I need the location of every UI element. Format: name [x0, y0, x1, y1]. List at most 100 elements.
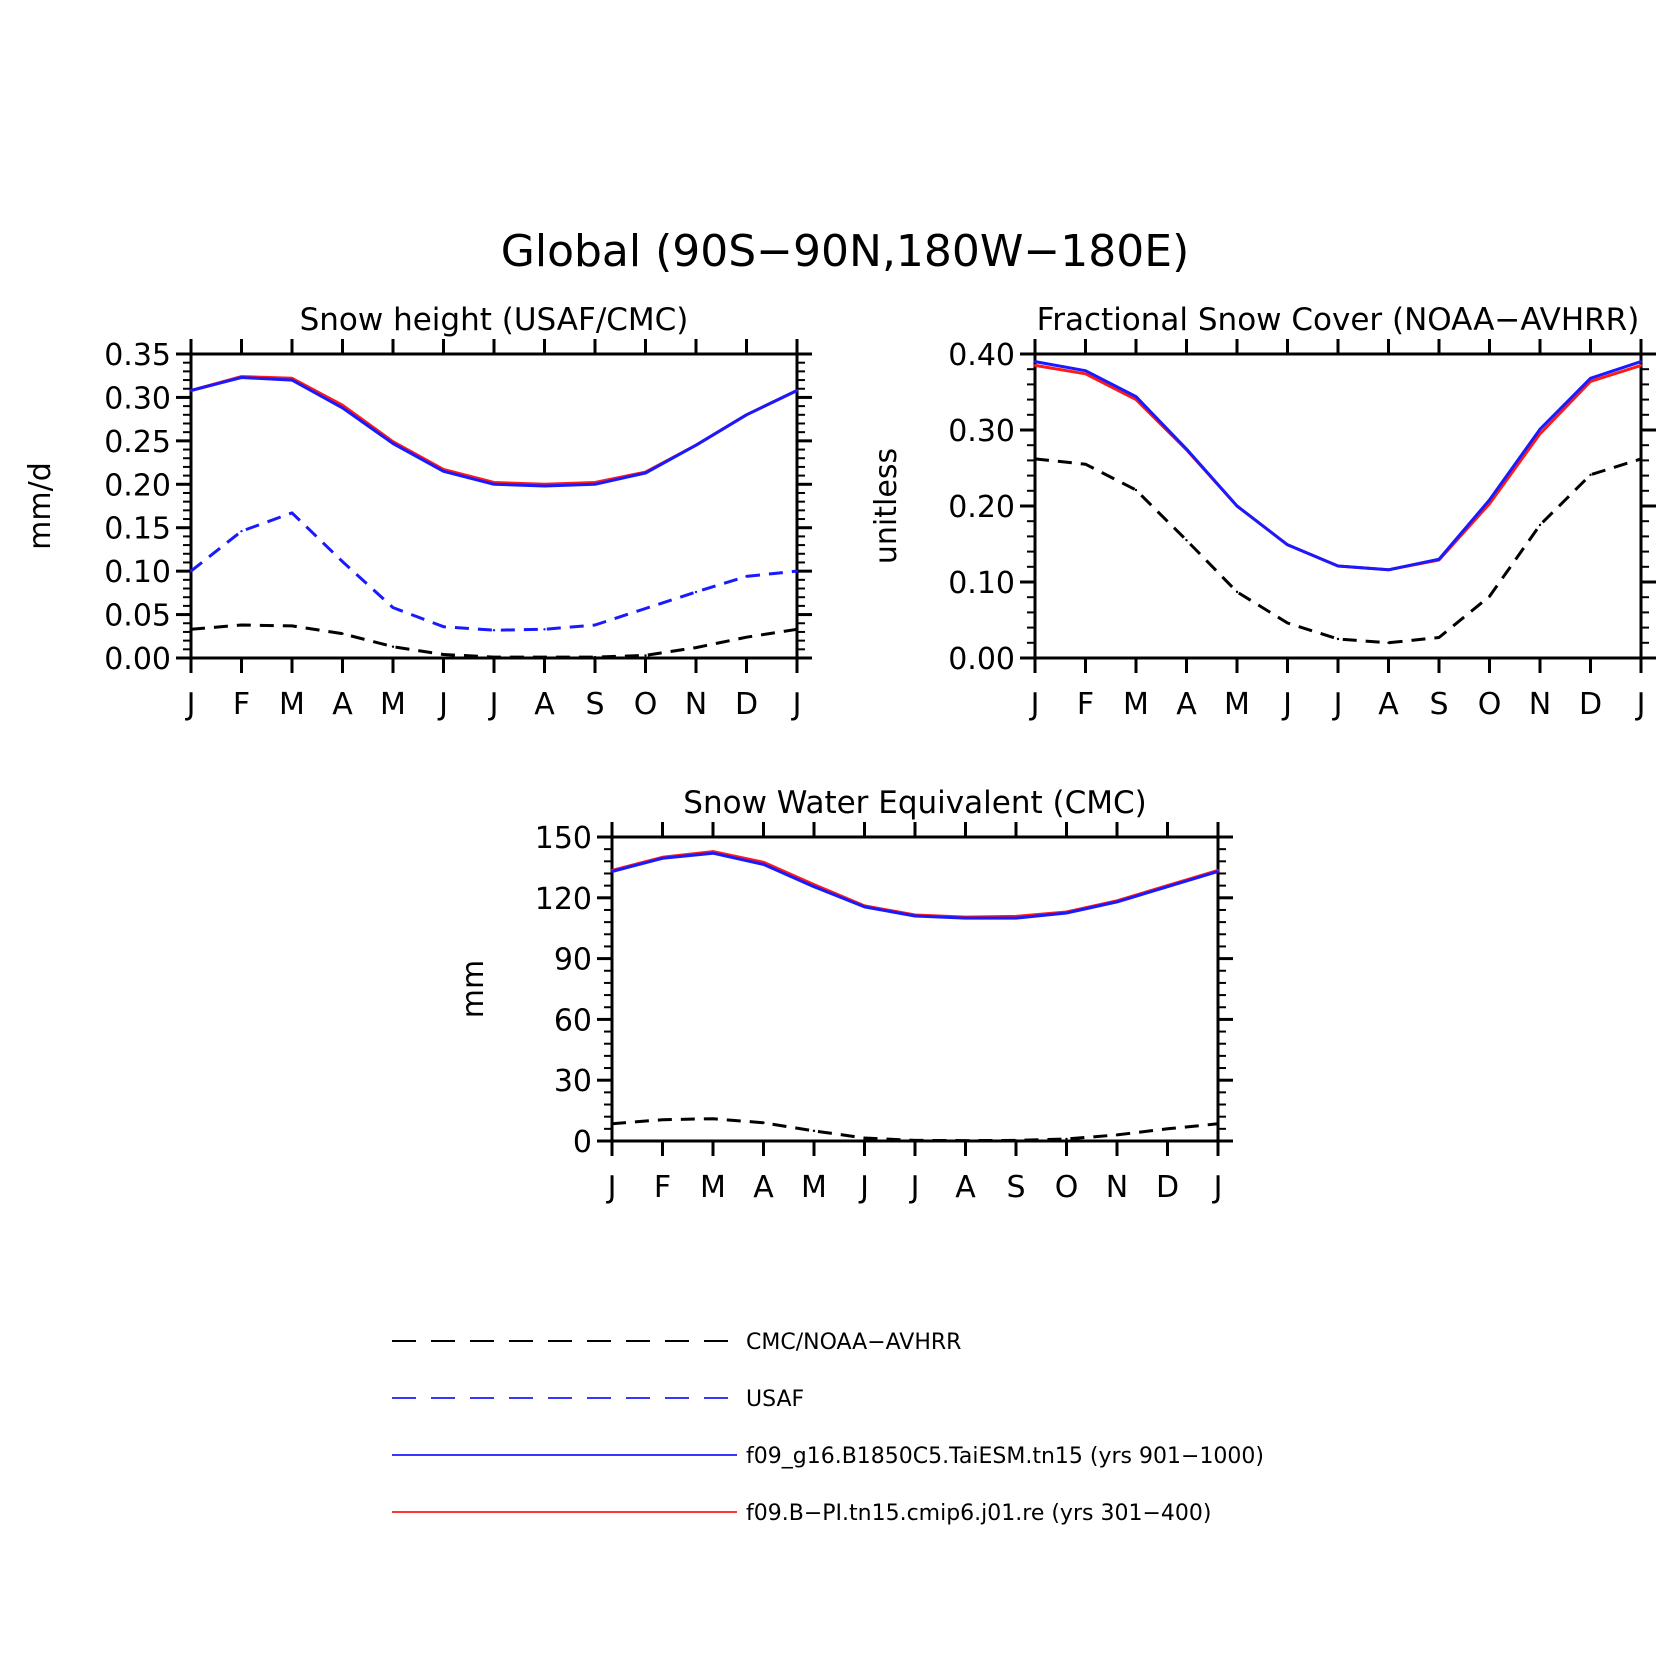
series-line [190, 375, 798, 486]
series-line [190, 511, 798, 632]
x-tick-label: O [634, 687, 658, 722]
data-point [1166, 885, 1169, 888]
x-tick-label: J [909, 1170, 920, 1205]
data-point [1538, 523, 1542, 527]
data-point [1084, 372, 1087, 375]
data-point [1185, 447, 1188, 451]
data-point [1286, 621, 1289, 625]
data-point [543, 484, 546, 488]
data-point [745, 635, 748, 639]
data-point [543, 628, 546, 631]
data-point [543, 655, 546, 659]
data-point [1084, 463, 1087, 466]
data-point [1033, 364, 1037, 367]
snow-height-panel: Snow height (USAF/CMC) mm/d 0.00 0.05 0.10 0.… [23, 302, 812, 722]
data-point [1166, 1127, 1169, 1131]
y-tick-label: 0.05 [104, 599, 171, 634]
series-line [611, 851, 1219, 920]
data-point [442, 653, 445, 656]
y-tick-label: 0.20 [948, 490, 1015, 525]
series-line [1034, 457, 1642, 645]
y-tick-label: 0.00 [104, 642, 171, 677]
data-point [593, 483, 597, 486]
data-point [189, 389, 193, 392]
y-tick-label: 0 [573, 1125, 592, 1160]
data-point [863, 1136, 866, 1140]
x-tick-label: J [1281, 687, 1292, 722]
x-tick-label: D [735, 687, 758, 722]
x-tick-label: J [1332, 687, 1343, 722]
x-tick-label: F [654, 1170, 671, 1205]
data-point [644, 471, 647, 475]
x-tick-label: J [791, 687, 802, 722]
x-tick-label: A [1378, 687, 1399, 722]
x-tick-label: A [955, 1170, 976, 1205]
data-point [391, 606, 395, 609]
x-tick-label: O [1478, 687, 1502, 722]
data-point [189, 628, 193, 631]
data-point [762, 863, 765, 866]
data-point [1336, 637, 1340, 641]
data-point [1216, 1122, 1220, 1125]
y-tick-label: 0.40 [948, 338, 1015, 373]
panel-title: Snow Water Equivalent (CMC) [683, 785, 1146, 821]
x-tick-label: F [233, 687, 250, 722]
data-point [661, 857, 664, 860]
series-line [611, 1117, 1219, 1143]
data-point [1115, 1133, 1119, 1137]
data-point [1286, 543, 1289, 546]
data-point [341, 632, 344, 635]
data-point [1336, 564, 1340, 568]
data-point [795, 569, 799, 573]
data-point [593, 623, 597, 627]
y-axis-label: mm/d [23, 462, 58, 550]
y-axis-label: mm [456, 960, 491, 1018]
x-tick-label: F [1077, 687, 1094, 722]
data-point [795, 389, 799, 392]
data-point [1639, 364, 1643, 367]
data-point [644, 607, 647, 610]
data-point [1387, 568, 1390, 572]
x-tick-label: J [437, 687, 448, 722]
data-point [1538, 428, 1542, 431]
data-point [290, 624, 294, 628]
y-tick-label: 0.10 [104, 555, 171, 590]
data-point [492, 629, 496, 632]
x-tick-label: J [606, 1170, 617, 1205]
x-tick-label: S [585, 687, 604, 722]
legend-label: CMC/NOAA−AVHRR [746, 1330, 961, 1355]
x-tick-label: A [332, 687, 353, 722]
data-point [290, 511, 294, 515]
data-point [1065, 911, 1068, 915]
data-point [1437, 558, 1441, 561]
series-line [611, 850, 1219, 919]
plot-frame [189, 352, 799, 660]
data-point [610, 870, 614, 873]
data-point [341, 406, 344, 410]
y-tick-label: 0.10 [948, 566, 1015, 601]
data-point [1014, 1139, 1018, 1142]
data-point [189, 569, 193, 573]
data-point [492, 483, 496, 486]
x-tick-label: M [700, 1170, 726, 1205]
plot-frame [610, 835, 1220, 1143]
x-tick-label: D [1156, 1170, 1179, 1205]
data-point [913, 914, 917, 918]
x-tick-label: J [858, 1170, 869, 1205]
x-tick-label: A [534, 687, 555, 722]
y-axis-label: unitless [869, 448, 904, 564]
data-point [964, 1139, 967, 1142]
x-tick-label: M [1123, 687, 1149, 722]
x-tick-label: J [488, 687, 499, 722]
data-point [240, 376, 243, 379]
y-tick-label: 60 [554, 1003, 592, 1038]
data-point [694, 444, 698, 447]
y-tick-label: 0.00 [948, 642, 1015, 677]
data-point [240, 623, 243, 627]
data-point [644, 654, 647, 657]
x-tick-label: J [185, 687, 196, 722]
y-tick-label: 0.30 [948, 414, 1015, 449]
y-tick-label: 150 [535, 821, 592, 856]
x-tick-label: O [1055, 1170, 1079, 1205]
x-tick-label: S [1429, 687, 1448, 722]
